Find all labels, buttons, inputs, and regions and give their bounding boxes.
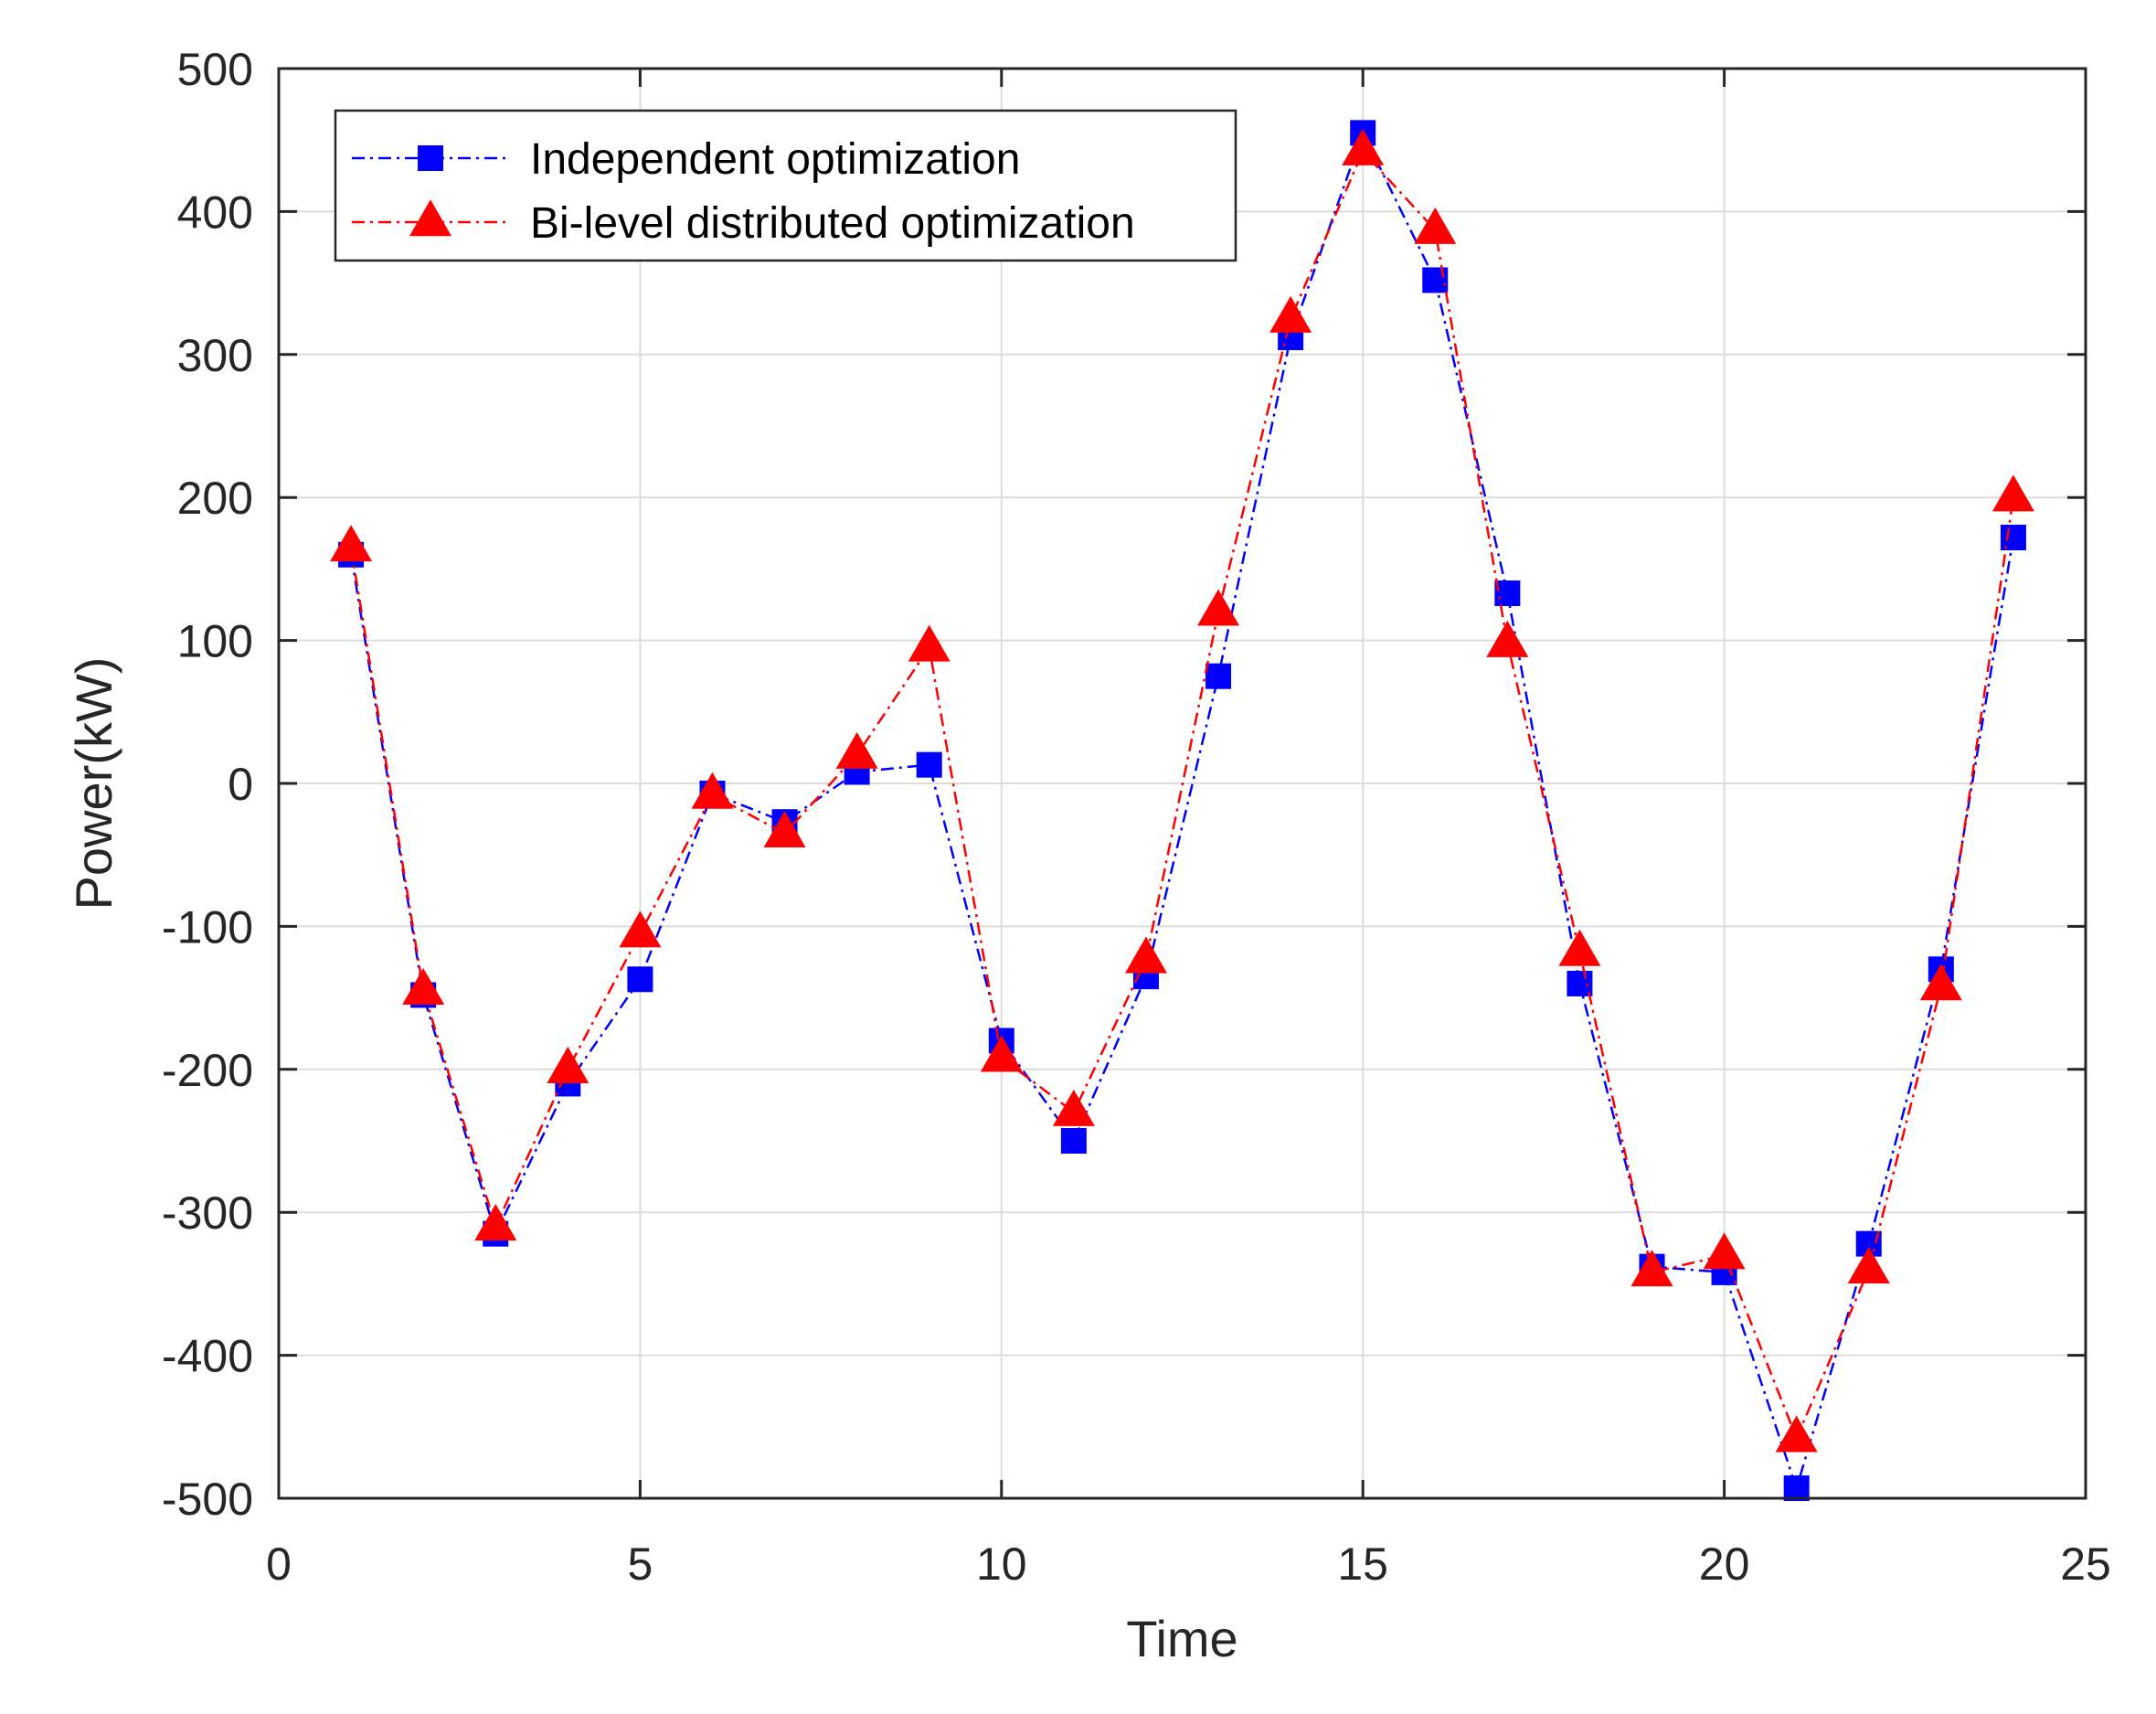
legend-entry: Bi-level distributed optimization bbox=[352, 199, 1135, 248]
series-line bbox=[349, 130, 2015, 1493]
series-2 bbox=[330, 128, 2034, 1453]
y-tick-label: -300 bbox=[162, 1187, 253, 1239]
x-tick-label: 15 bbox=[1337, 1538, 1388, 1590]
data-point bbox=[1197, 589, 1240, 626]
data-point bbox=[330, 525, 373, 562]
data-point bbox=[1342, 128, 1385, 165]
y-tick-label: 400 bbox=[177, 186, 253, 238]
data-point bbox=[619, 910, 662, 948]
data-point bbox=[627, 966, 653, 993]
data-point bbox=[1414, 207, 1457, 244]
x-tick-label: 20 bbox=[1699, 1538, 1750, 1590]
data-point bbox=[1919, 963, 1962, 1001]
legend-entry: Independent optimization bbox=[352, 135, 1020, 184]
legend-entries: Independent optimization Bi-level distrib… bbox=[352, 135, 1135, 248]
y-tick-label: 300 bbox=[177, 330, 253, 381]
data-point bbox=[1991, 474, 2034, 512]
data-point bbox=[1486, 620, 1529, 657]
data-point bbox=[1124, 936, 1167, 974]
data-point bbox=[916, 751, 942, 778]
data-point bbox=[763, 810, 806, 847]
data-point bbox=[474, 1204, 517, 1241]
data-point bbox=[691, 772, 734, 809]
y-tick-label: -100 bbox=[162, 901, 253, 953]
data-point bbox=[1783, 1475, 1810, 1502]
x-tick-label: 0 bbox=[266, 1538, 292, 1590]
data-point bbox=[1775, 1415, 1818, 1453]
y-tick-label: 0 bbox=[228, 759, 253, 810]
grid bbox=[278, 68, 2087, 1499]
data-point bbox=[1269, 295, 1312, 333]
ticks bbox=[277, 67, 2087, 1500]
legend-label: Independent optimization bbox=[530, 135, 1020, 184]
x-axis-title: Time bbox=[1126, 1610, 1237, 1667]
y-tick-label: -500 bbox=[162, 1474, 253, 1525]
data-point bbox=[1847, 1246, 1890, 1283]
legend-label: Bi-level distributed optimization bbox=[530, 199, 1135, 248]
data-point bbox=[1567, 970, 1593, 996]
data-point bbox=[1205, 663, 1232, 689]
data-point bbox=[402, 967, 445, 1005]
data-point bbox=[2000, 524, 2026, 550]
x-tick-label: 5 bbox=[627, 1538, 653, 1590]
data-point bbox=[547, 1047, 589, 1083]
x-tick-label: 10 bbox=[976, 1538, 1027, 1590]
data-point bbox=[835, 731, 878, 769]
legend-marker bbox=[409, 199, 451, 237]
legend: Independent optimization Bi-level distrib… bbox=[334, 109, 1237, 262]
y-tick-labels: -500 -400 -300 -200 -100 0 100 200 300 400 500 bbox=[162, 44, 253, 1525]
y-tick-label: -200 bbox=[162, 1045, 253, 1096]
data-point bbox=[1703, 1232, 1746, 1270]
data-point bbox=[908, 624, 951, 662]
legend-marker bbox=[418, 145, 443, 171]
y-axis-title: Power(kW) bbox=[65, 657, 122, 910]
data-point bbox=[1494, 580, 1521, 606]
x-tick-label: 25 bbox=[2060, 1538, 2111, 1590]
y-tick-label: -400 bbox=[162, 1331, 253, 1382]
data-point bbox=[1052, 1089, 1095, 1126]
data-point bbox=[980, 1035, 1023, 1072]
data-point bbox=[1630, 1250, 1673, 1287]
y-tick-label: 200 bbox=[177, 473, 253, 524]
x-tick-labels: 0 5 10 15 20 25 bbox=[266, 1538, 2111, 1590]
y-tick-label: 500 bbox=[177, 44, 253, 95]
data-point bbox=[1060, 1128, 1087, 1154]
legend-box bbox=[334, 109, 1237, 262]
data-point bbox=[1422, 267, 1449, 293]
data-point bbox=[1558, 929, 1601, 966]
y-tick-label: 100 bbox=[177, 616, 253, 667]
series-layer bbox=[330, 120, 2034, 1502]
